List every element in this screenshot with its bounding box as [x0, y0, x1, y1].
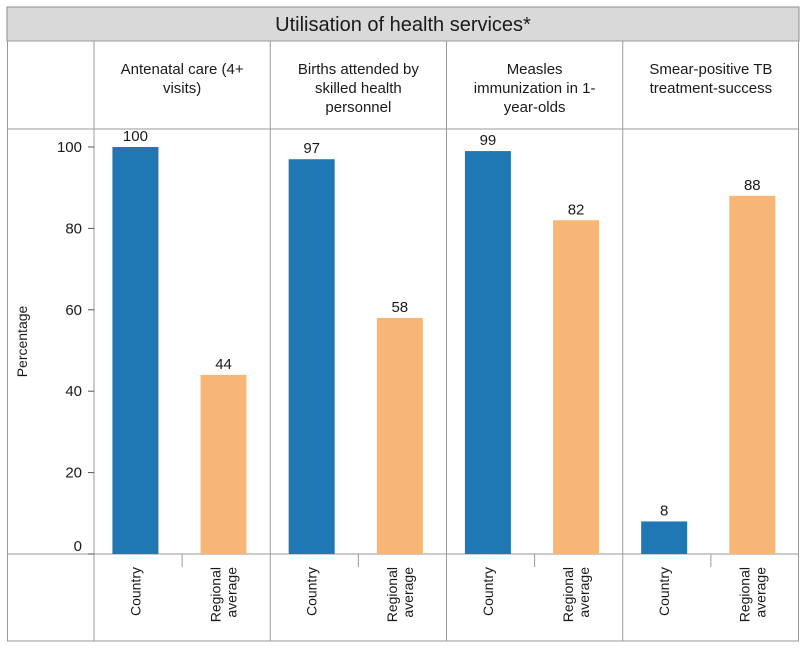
category-label: Regional	[736, 567, 752, 622]
bar-value-label: 88	[744, 177, 761, 194]
bar-value-label: 8	[660, 502, 668, 519]
y-tick-label: 60	[65, 302, 82, 319]
category-label: average	[752, 567, 768, 618]
panel-title-line: treatment-success	[650, 80, 773, 97]
category-label: Country	[656, 567, 672, 616]
panel-title-line: Antenatal care (4+	[121, 61, 244, 78]
bar-country	[641, 521, 688, 554]
bar-value-label: 100	[123, 128, 148, 145]
category-label: average	[224, 567, 240, 618]
bar-country	[288, 159, 335, 554]
chart-frame	[7, 40, 799, 642]
y-tick-label: 80	[65, 220, 82, 237]
y-tick-label: 40	[65, 383, 82, 400]
bar-value-label: 99	[480, 132, 497, 149]
bar-regional-average	[729, 195, 776, 554]
category-label: Country	[127, 567, 143, 616]
bar-regional-average	[376, 317, 423, 554]
bar-value-label: 82	[568, 201, 585, 218]
category-label: average	[400, 567, 416, 618]
panel-title-line: Measles	[507, 61, 563, 78]
bar-regional-average	[200, 374, 247, 554]
category-label: Regional	[560, 567, 576, 622]
panel-title-line: Smear-positive TB	[649, 61, 772, 78]
panel-title-line: personnel	[325, 99, 391, 116]
bar-value-label: 58	[391, 299, 408, 316]
title-bar	[6, 6, 800, 42]
bar-value-label: 44	[215, 356, 232, 373]
panel-title-line: skilled health	[315, 80, 402, 97]
category-label: Country	[304, 567, 320, 616]
panel-title-line: immunization in 1-	[474, 80, 596, 97]
y-tick-label: 100	[57, 139, 82, 156]
panel-title-line: visits)	[163, 80, 201, 97]
category-label: Regional	[384, 567, 400, 622]
panel-title-line: year-olds	[504, 99, 566, 116]
chart-title: Utilisation of health services*	[275, 14, 531, 36]
bar-value-label: 97	[303, 140, 320, 157]
y-axis-label: Percentage	[14, 305, 30, 377]
bar-regional-average	[553, 220, 600, 554]
y-tick-label: 0	[74, 538, 82, 555]
category-label: Regional	[208, 567, 224, 622]
bar-country	[112, 147, 159, 554]
category-label: average	[576, 567, 592, 618]
bar-country	[464, 151, 511, 554]
category-label: Country	[480, 567, 496, 616]
y-tick-label: 20	[65, 465, 82, 482]
panel-title-line: Births attended by	[298, 61, 419, 78]
